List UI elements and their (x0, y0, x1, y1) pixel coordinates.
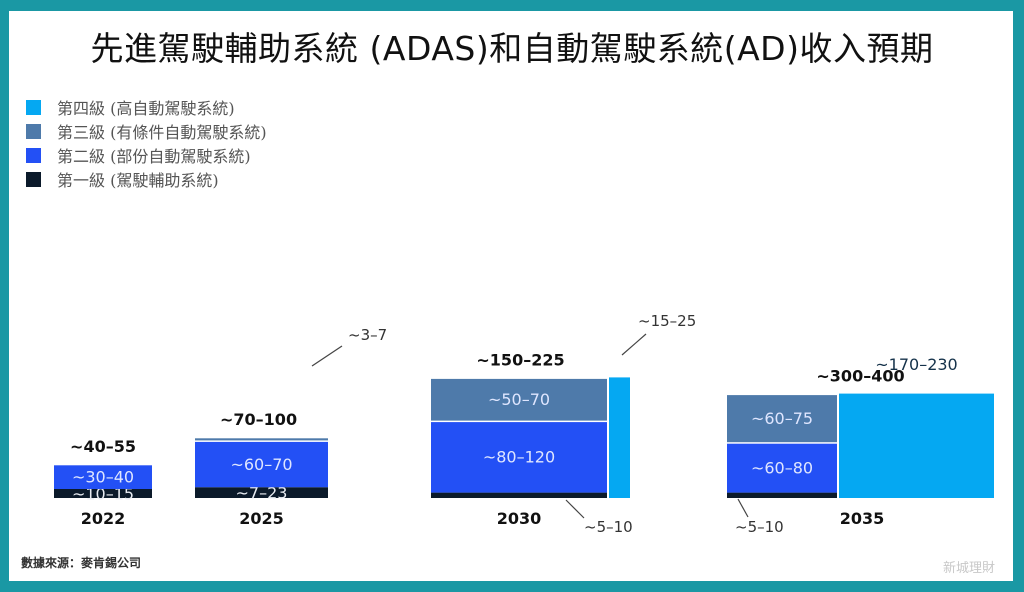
legend-label-level1: 第一級 (駕駛輔助系統) (57, 171, 219, 190)
legend: 第四級 (高自動駕駛系統) 第三級 (有條件自動駕駛系統) 第二級 (部份自動駕… (26, 95, 267, 191)
legend-item-level1: 第一級 (駕駛輔助系統) (26, 167, 267, 191)
value-label-l2-2035: ~60–80 (751, 458, 813, 477)
legend-swatch-level4 (26, 99, 41, 115)
chart-title: 先進駕駛輔助系統 (ADAS)和自動駕駛系統(AD)收入預期 (90, 29, 934, 68)
bar-segment-l2-2022 (54, 465, 152, 489)
total-label-2025: ~70–100 (220, 410, 297, 429)
value-label-l3-2030: ~50–70 (488, 390, 550, 409)
value-label-l4-2035: ~170–230 (875, 355, 957, 374)
data-source-note: 數據來源：麥肯錫公司 (21, 556, 142, 570)
total-label-2030: ~150–225 (476, 350, 564, 369)
callout-line-l3-2025 (311, 345, 343, 367)
x-tick-label-2022: 2022 (81, 509, 126, 528)
bar-segment-l1-2022 (54, 489, 152, 498)
legend-swatch-level2 (26, 147, 41, 163)
bar-segment-l2-2025 (195, 441, 328, 488)
value-label-l1-2035: ~5–10 (735, 518, 784, 536)
bar-segment-l3-2030 (431, 378, 607, 421)
legend-swatch-level3 (26, 123, 41, 139)
bar-segment-l2-2030 (431, 422, 607, 493)
value-label-l2-2030: ~80–120 (483, 448, 555, 467)
legend-item-level2: 第二級 (部份自動駕駛系統) (26, 143, 267, 167)
callout-line-l1-2035 (737, 498, 749, 518)
total-label-2035: ~300–400 (816, 367, 904, 386)
value-label-l2-2022: ~30–40 (72, 467, 134, 486)
legend-label-level4: 第四級 (高自動駕駛系統) (57, 99, 235, 118)
value-label-l2-2025: ~60–70 (230, 455, 292, 474)
bar-segment-l4-2035 (839, 393, 994, 498)
bar-segment-l1-2030 (431, 492, 607, 498)
bar-segment-l1-2025 (195, 487, 328, 498)
legend-item-level3: 第三級 (有條件自動駕駛系統) (26, 119, 267, 143)
x-tick-label-2035: 2035 (840, 509, 885, 528)
value-label-l3-2035: ~60–75 (751, 409, 813, 428)
callout-line-l1-2030 (565, 499, 585, 519)
legend-item-level4: 第四級 (高自動駕駛系統) (26, 95, 267, 119)
value-label-l4-2030: ~15–25 (638, 312, 696, 330)
bar-segment-l4-2030 (609, 377, 630, 498)
total-label-2022: ~40–55 (70, 437, 136, 456)
legend-label-level3: 第三級 (有條件自動駕駛系統) (57, 123, 267, 142)
value-label-l3-2025: ~3–7 (348, 326, 387, 344)
value-label-l1-2022: ~10–15 (72, 485, 134, 504)
bar-segment-l1-2035 (727, 492, 837, 498)
bar-segment-l3-2025 (195, 438, 328, 441)
value-label-l1-2025: ~7–23 (236, 484, 288, 503)
callout-line-l4-2030 (621, 333, 647, 356)
legend-label-level2: 第二級 (部份自動駕駛系統) (57, 147, 251, 166)
bar-segment-l3-2035 (727, 395, 837, 443)
x-tick-label-2025: 2025 (239, 509, 284, 528)
bar-segment-l2-2035 (727, 443, 837, 493)
x-tick-label-2030: 2030 (497, 509, 542, 528)
value-label-l1-2030: ~5–10 (584, 518, 633, 536)
watermark: 新城理財 (943, 560, 995, 576)
legend-swatch-level1 (26, 171, 41, 187)
